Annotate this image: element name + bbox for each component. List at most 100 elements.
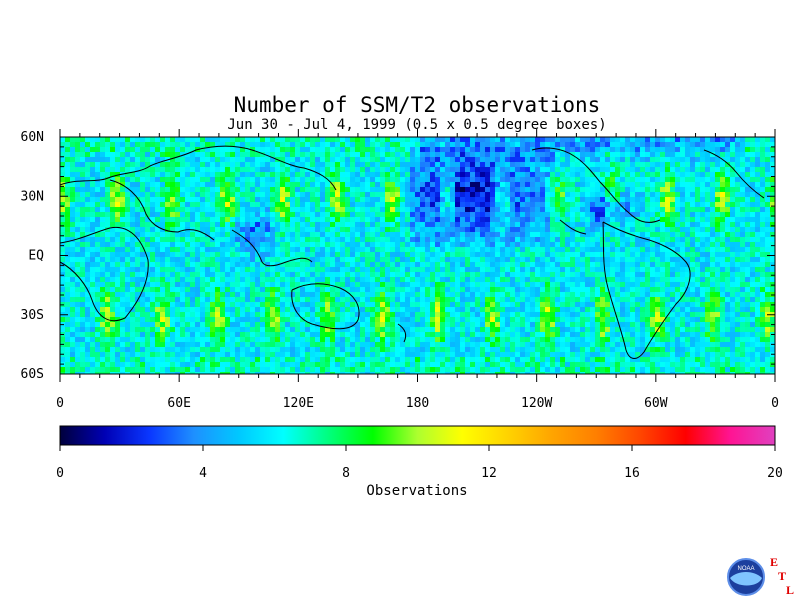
heatmap-cell	[505, 247, 510, 252]
heatmap-cell	[375, 252, 380, 257]
heatmap-cell	[230, 252, 235, 257]
heatmap-cell	[395, 152, 400, 157]
heatmap-cell	[130, 162, 135, 167]
heatmap-cell	[410, 217, 415, 222]
heatmap-cell	[190, 167, 195, 172]
heatmap-cell	[135, 187, 140, 192]
heatmap-cell	[275, 182, 280, 187]
heatmap-cell	[325, 162, 330, 167]
heatmap-cell	[690, 252, 695, 257]
heatmap-cell	[270, 282, 275, 287]
heatmap-cell	[250, 257, 255, 262]
heatmap-cell	[635, 302, 640, 307]
heatmap-cell	[495, 192, 500, 197]
heatmap-cell	[310, 227, 315, 232]
heatmap-cell	[105, 282, 110, 287]
heatmap-cell	[710, 192, 715, 197]
heatmap-cell	[315, 287, 320, 292]
heatmap-cell	[195, 202, 200, 207]
heatmap-cell	[435, 202, 440, 207]
heatmap-cell	[315, 282, 320, 287]
heatmap-cell	[245, 222, 250, 227]
heatmap-cell	[200, 182, 205, 187]
heatmap-cell	[165, 262, 170, 267]
heatmap-cell	[575, 167, 580, 172]
heatmap-cell	[390, 297, 395, 302]
heatmap-cell	[580, 262, 585, 267]
heatmap-cell	[670, 222, 675, 227]
heatmap-cell	[135, 197, 140, 202]
heatmap-cell	[730, 137, 735, 142]
heatmap-cell	[380, 142, 385, 147]
heatmap-cell	[335, 192, 340, 197]
heatmap-cell	[265, 272, 270, 277]
heatmap-cell	[540, 257, 545, 262]
heatmap-cell	[665, 167, 670, 172]
heatmap-cell	[120, 257, 125, 262]
heatmap-cell	[95, 287, 100, 292]
heatmap-cell	[685, 227, 690, 232]
heatmap-cell	[470, 137, 475, 142]
heatmap-cell	[720, 302, 725, 307]
heatmap-cell	[480, 182, 485, 187]
heatmap-cell	[465, 207, 470, 212]
heatmap-cell	[595, 307, 600, 312]
heatmap-cell	[450, 277, 455, 282]
heatmap-cell	[690, 177, 695, 182]
heatmap-cell	[475, 187, 480, 192]
heatmap-cell	[750, 212, 755, 217]
heatmap-cell	[690, 202, 695, 207]
heatmap-cell	[450, 197, 455, 202]
heatmap-cell	[70, 287, 75, 292]
heatmap-cell	[680, 152, 685, 157]
heatmap-cell	[65, 297, 70, 302]
heatmap-cell	[670, 262, 675, 267]
heatmap-cell	[680, 267, 685, 272]
heatmap-cell	[630, 162, 635, 167]
heatmap-cell	[665, 152, 670, 157]
heatmap-cell	[160, 282, 165, 287]
heatmap-cell	[100, 147, 105, 152]
heatmap-cell	[270, 172, 275, 177]
heatmap-cell	[60, 242, 65, 247]
heatmap-cell	[570, 237, 575, 242]
heatmap-cell	[565, 267, 570, 272]
heatmap-cell	[220, 137, 225, 142]
heatmap-cell	[260, 172, 265, 177]
heatmap-cell	[490, 247, 495, 252]
heatmap-cell	[70, 142, 75, 147]
heatmap-cell	[485, 167, 490, 172]
heatmap-cell	[460, 142, 465, 147]
heatmap-cell	[130, 202, 135, 207]
heatmap-cell	[765, 177, 770, 182]
heatmap-cell	[180, 217, 185, 222]
heatmap-cell	[225, 217, 230, 222]
heatmap-cell	[155, 182, 160, 187]
heatmap-cell	[590, 232, 595, 237]
heatmap-cell	[585, 257, 590, 262]
heatmap-cell	[505, 177, 510, 182]
heatmap-cell	[225, 247, 230, 252]
heatmap-cell	[645, 267, 650, 272]
heatmap-cell	[555, 262, 560, 267]
heatmap-cell	[545, 262, 550, 267]
heatmap-cell	[105, 147, 110, 152]
heatmap-cell	[630, 137, 635, 142]
heatmap-cell	[290, 222, 295, 227]
heatmap-cell	[285, 242, 290, 247]
heatmap-cell	[595, 277, 600, 282]
heatmap-cell	[590, 162, 595, 167]
heatmap-cell	[575, 197, 580, 202]
heatmap-cell	[310, 207, 315, 212]
heatmap-cell	[250, 272, 255, 277]
heatmap-cell	[175, 152, 180, 157]
heatmap-cell	[110, 162, 115, 167]
heatmap-cell	[95, 167, 100, 172]
heatmap-cell	[255, 267, 260, 272]
heatmap-cell	[95, 157, 100, 162]
heatmap-cell	[345, 302, 350, 307]
heatmap-cell	[385, 307, 390, 312]
heatmap-cell	[650, 292, 655, 297]
heatmap-cell	[435, 227, 440, 232]
